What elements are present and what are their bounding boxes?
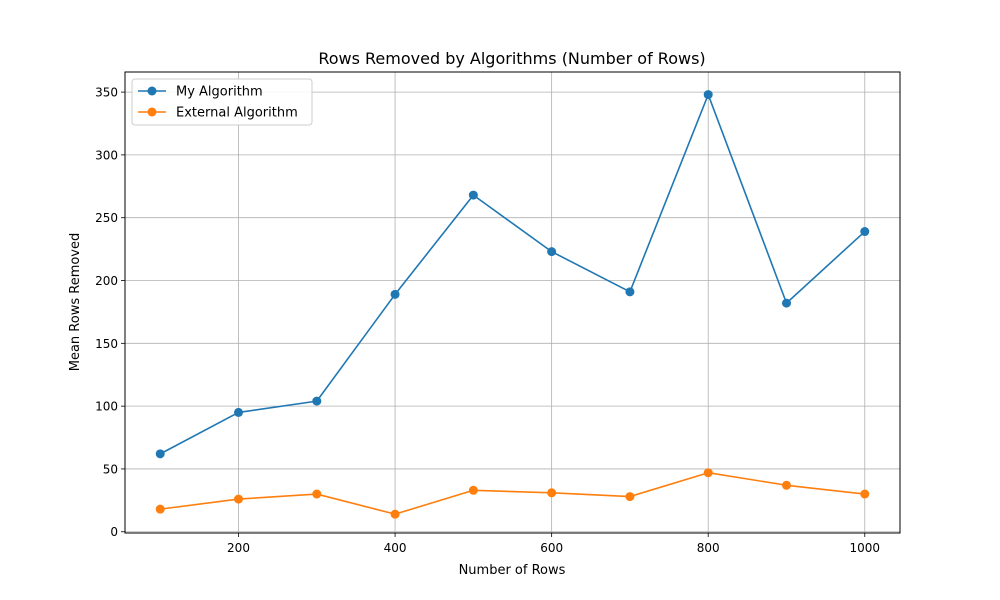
chart-title: Rows Removed by Algorithms (Number of Ro…	[318, 49, 705, 68]
data-point	[390, 509, 400, 519]
y-tick-label: 0	[110, 525, 118, 539]
data-point	[234, 407, 244, 417]
legend-item: External Algorithm	[138, 106, 298, 121]
data-point	[781, 298, 791, 308]
data-point	[625, 492, 635, 502]
data-point	[781, 480, 791, 490]
plot-area-frame	[124, 71, 901, 534]
legend-label: My Algorithm	[176, 85, 263, 100]
data-point	[468, 190, 478, 200]
x-tick-label: 600	[540, 541, 563, 555]
series-1	[155, 90, 870, 459]
x-tick-label: 200	[227, 541, 250, 555]
axis-ticks: 200 400 600 800 1000 0 50 100 150 200 250 300 350	[95, 86, 880, 555]
data-point	[234, 494, 244, 504]
legend-box	[131, 78, 313, 126]
data-point	[155, 504, 165, 514]
y-tick-label: 350	[95, 86, 118, 100]
x-tick-label: 400	[384, 541, 407, 555]
data-point	[312, 489, 322, 499]
series-2	[155, 468, 870, 519]
series-layer	[155, 90, 870, 519]
grid	[125, 72, 900, 533]
series-line	[160, 471, 865, 515]
x-tick-label: 1000	[849, 541, 880, 555]
data-point	[390, 289, 400, 299]
data-point	[155, 449, 165, 459]
data-point	[703, 90, 713, 100]
series-line	[159, 93, 866, 455]
legend-swatch-marker	[147, 86, 157, 96]
x-tick-label: 800	[697, 541, 720, 555]
y-axis-label: Mean Rows Removed	[68, 233, 83, 372]
x-axis-label: Number of Rows	[459, 563, 566, 578]
y-tick-label: 100	[95, 400, 118, 414]
legend-swatch-marker	[147, 107, 157, 117]
legend-item: My Algorithm	[138, 85, 263, 100]
y-tick-label: 300	[95, 148, 118, 162]
data-point	[547, 247, 557, 257]
data-point	[860, 227, 870, 237]
y-tick-label: 50	[103, 462, 118, 476]
data-point	[468, 485, 478, 495]
y-tick-label: 150	[95, 337, 118, 351]
data-point	[860, 489, 870, 499]
y-tick-label: 250	[95, 211, 118, 225]
legend-label: External Algorithm	[176, 106, 298, 121]
data-point	[625, 287, 635, 297]
y-tick-label: 200	[95, 274, 118, 288]
data-point	[703, 468, 713, 478]
data-point	[547, 488, 557, 498]
data-point	[312, 396, 322, 406]
legend: My Algorithm External Algorithm	[131, 78, 313, 126]
